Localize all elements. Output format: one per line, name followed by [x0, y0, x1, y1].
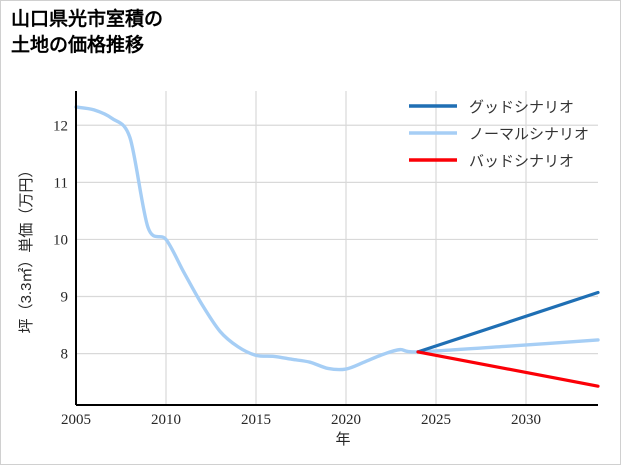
x-tick-label: 2020	[331, 412, 361, 428]
y-tick-label: 10	[53, 232, 68, 248]
series-group	[74, 105, 600, 388]
series-line	[416, 290, 600, 354]
legend-label: ノーマルシナリオ	[469, 126, 589, 143]
x-tick-label: 2010	[151, 412, 181, 428]
y-tick-label: 9	[61, 290, 69, 306]
x-tick-label: 2015	[241, 412, 271, 428]
y-tick-label: 12	[53, 118, 68, 134]
y-axis-title: 坪（3.3㎡）単価（万円）	[18, 163, 35, 334]
y-tick-label: 8	[61, 347, 69, 363]
x-tick-label: 2025	[421, 412, 451, 428]
series-line	[416, 350, 600, 388]
x-axis-title: 年	[335, 431, 350, 448]
x-tick-labels: 2005 2010 2015 2020 2025 2030	[61, 412, 541, 428]
axis-spines	[75, 91, 598, 406]
gridlines-group	[76, 91, 598, 405]
legend-label: バッドシナリオ	[469, 153, 574, 170]
x-tick-label: 2005	[61, 412, 91, 428]
y-tick-labels: 8 9 10 11 12	[53, 118, 68, 362]
series-line	[74, 105, 600, 372]
y-tick-label: 11	[54, 175, 68, 191]
legend-label: グッドシナリオ	[469, 99, 574, 116]
chart-title: 山口県光市室積の 土地の価格推移	[11, 9, 164, 56]
x-tick-label: 2030	[511, 412, 541, 428]
